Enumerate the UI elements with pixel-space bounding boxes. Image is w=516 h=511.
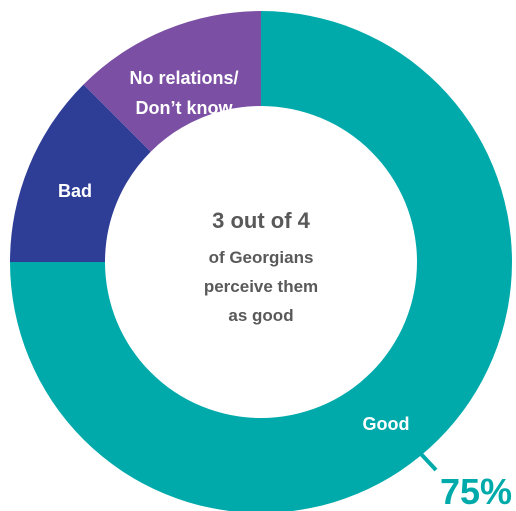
callout-value-label: 75% (440, 471, 512, 511)
callout-leader-line (419, 452, 438, 472)
donut-slice-bad (10, 84, 151, 262)
percent-callout: 75% (419, 452, 512, 511)
slice-label-no-relations-line2: Don’t know (136, 98, 234, 118)
center-caption-line3: perceive them (204, 277, 318, 296)
center-caption-line4: as good (228, 306, 293, 325)
donut-slices (10, 10, 512, 511)
donut-slice-good (10, 11, 512, 511)
slice-label-no-relations-line1: No relations/ (129, 68, 238, 88)
center-caption: 3 out of 4 of Georgians perceive them as… (204, 208, 318, 325)
slice-labels: Good Bad No relations/ Don’t know (58, 68, 410, 434)
slice-label-good: Good (363, 414, 410, 434)
center-caption-line1: 3 out of 4 (212, 208, 311, 233)
donut-slice-no-relations (83, 10, 261, 152)
center-caption-line2: of Georgians (209, 248, 314, 267)
slice-label-bad: Bad (58, 181, 92, 201)
